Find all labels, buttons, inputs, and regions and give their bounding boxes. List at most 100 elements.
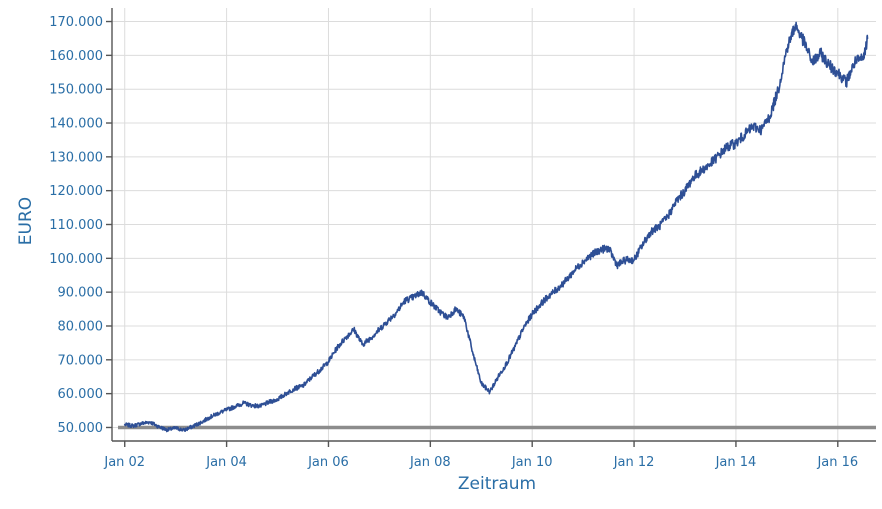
data-point — [735, 142, 737, 145]
data-point — [480, 382, 483, 385]
y-tick-label: 170.000 — [49, 15, 103, 30]
x-tick-label: Jan 04 — [205, 455, 247, 470]
grid-lines — [112, 8, 876, 441]
data-point — [803, 41, 805, 43]
data-point — [743, 134, 746, 136]
series-layer — [118, 21, 876, 433]
data-point — [166, 429, 168, 431]
data-point — [251, 404, 253, 407]
data-point — [429, 301, 432, 304]
data-point — [565, 279, 567, 282]
data-point — [276, 398, 279, 401]
series-line — [124, 21, 869, 433]
data-point — [811, 61, 814, 63]
data-point — [353, 328, 355, 331]
data-point — [590, 254, 593, 256]
data-point — [709, 162, 712, 165]
data-point — [191, 425, 194, 428]
x-tick-label: Jan 12 — [613, 455, 655, 470]
data-point — [293, 387, 296, 390]
data-point — [786, 47, 788, 50]
data-point — [633, 259, 635, 261]
data-point — [667, 215, 669, 217]
y-tick-label: 80.000 — [58, 319, 104, 334]
data-point — [701, 169, 703, 172]
x-tick-label: Jan 16 — [816, 455, 858, 470]
data-point — [472, 352, 474, 354]
data-point — [140, 422, 143, 425]
data-point — [854, 61, 856, 63]
y-axis-title: EURO — [16, 197, 36, 245]
data-point — [777, 88, 780, 90]
y-tick-label: 60.000 — [58, 387, 104, 402]
data-point — [862, 57, 865, 60]
data-point — [208, 416, 211, 419]
data-point — [344, 337, 347, 339]
data-point — [463, 316, 466, 319]
data-point — [514, 345, 516, 348]
data-point — [684, 189, 686, 192]
y-tick-label: 130.000 — [49, 150, 103, 165]
data-point — [505, 362, 508, 365]
axes — [106, 8, 876, 447]
data-point — [607, 247, 610, 249]
data-point — [837, 71, 839, 74]
data-point — [548, 294, 550, 297]
data-point — [132, 425, 134, 427]
data-point — [285, 392, 287, 395]
data-point — [658, 225, 661, 227]
data-point — [183, 429, 185, 432]
data-point — [760, 129, 763, 131]
data-point — [845, 81, 848, 84]
data-point — [310, 376, 313, 379]
data-point — [769, 115, 771, 118]
data-point — [361, 343, 364, 346]
data-point — [438, 310, 440, 312]
x-tick-label: Jan 06 — [307, 455, 349, 470]
data-point — [387, 320, 389, 322]
data-point — [378, 328, 381, 331]
data-point — [149, 421, 151, 423]
x-axis-title: Zeitraum — [458, 474, 536, 494]
data-point — [489, 391, 491, 393]
data-point — [828, 64, 831, 67]
y-tick-label: 140.000 — [49, 117, 103, 132]
data-point — [455, 308, 457, 310]
x-tick-label: Jan 14 — [715, 455, 757, 470]
x-tick-label: Jan 10 — [511, 455, 553, 470]
data-point — [531, 313, 533, 315]
data-point — [726, 145, 729, 148]
tick-labels: 50.000 60.000 70.000 80.000 90.000 100.000 110… — [49, 15, 858, 470]
data-point — [599, 249, 601, 251]
y-tick-label: 90.000 — [58, 286, 104, 301]
y-tick-label: 160.000 — [49, 49, 103, 64]
data-point — [794, 24, 797, 26]
data-point — [446, 316, 449, 319]
data-point — [200, 421, 202, 424]
data-point — [752, 125, 754, 128]
data-point — [497, 375, 500, 378]
data-point — [522, 326, 525, 329]
data-point — [234, 405, 236, 408]
data-point — [217, 412, 219, 415]
data-point — [242, 402, 245, 404]
data-point — [157, 426, 160, 428]
data-point — [675, 200, 678, 202]
data-point — [582, 260, 584, 263]
data-point — [123, 424, 126, 426]
data-point — [866, 37, 869, 40]
data-point — [718, 154, 720, 156]
data-point — [573, 269, 576, 272]
data-point — [539, 303, 542, 305]
data-point — [370, 337, 372, 339]
data-point — [650, 230, 652, 233]
data-point — [421, 291, 423, 294]
y-tick-label: 150.000 — [49, 83, 103, 98]
data-point — [556, 288, 559, 290]
data-point — [692, 176, 695, 178]
y-tick-label: 100.000 — [49, 252, 103, 267]
y-tick-label: 120.000 — [49, 184, 103, 199]
data-point — [820, 52, 822, 55]
